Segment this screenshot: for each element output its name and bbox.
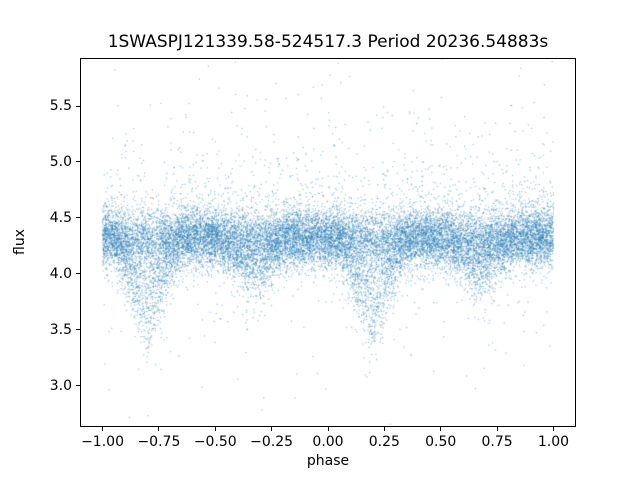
y-tick-mark — [76, 273, 80, 275]
x-tick-label: −1.00 — [81, 434, 124, 450]
scatter-points-canvas — [81, 59, 575, 426]
x-axis-label: phase — [306, 453, 350, 469]
plot-area — [80, 58, 576, 427]
chart-title: 1SWASPJ121339.58-524517.3 Period 20236.5… — [107, 32, 549, 52]
x-tick-label: −0.75 — [137, 434, 181, 450]
y-tick-label: 3.0 — [49, 377, 72, 394]
x-tick-mark — [271, 427, 273, 431]
x-tick-mark — [440, 427, 442, 431]
x-tick-mark — [496, 427, 498, 431]
y-tick-label: 3.5 — [49, 321, 72, 338]
x-tick-label: 0.75 — [481, 434, 513, 450]
x-tick-mark — [158, 427, 160, 431]
x-tick-mark — [214, 427, 216, 431]
y-axis-label: flux — [12, 229, 28, 255]
x-tick-label: 0.25 — [368, 434, 400, 450]
x-tick-label: 1.00 — [537, 434, 570, 450]
y-tick-label: 5.0 — [49, 153, 72, 170]
y-tick-label: 5.5 — [49, 98, 72, 115]
x-tick-mark — [102, 427, 104, 431]
y-tick-label: 4.5 — [49, 209, 72, 226]
x-tick-mark — [383, 427, 385, 431]
x-tick-label: −0.50 — [193, 434, 237, 450]
y-tick-mark — [76, 217, 80, 219]
y-tick-mark — [76, 105, 80, 107]
x-tick-label: −0.25 — [250, 434, 294, 450]
y-tick-mark — [76, 161, 80, 163]
x-tick-mark — [552, 427, 554, 431]
x-tick-label: 0.00 — [312, 434, 344, 450]
x-tick-mark — [327, 427, 329, 431]
y-tick-mark — [76, 385, 80, 387]
x-tick-label: 0.50 — [425, 434, 457, 450]
y-tick-mark — [76, 329, 80, 331]
y-tick-label: 4.0 — [49, 265, 72, 282]
